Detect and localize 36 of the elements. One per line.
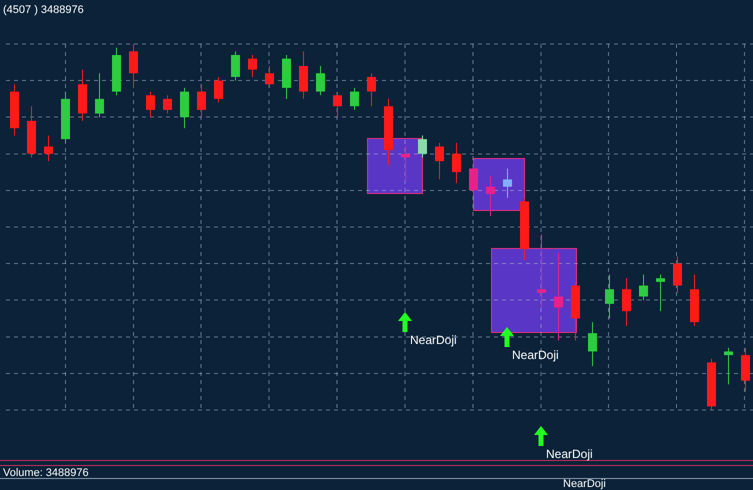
candlestick [503, 168, 512, 198]
candlestick [333, 91, 342, 118]
candlestick [639, 274, 648, 301]
candlestick [588, 322, 597, 367]
candlestick [316, 65, 325, 96]
text: NearDoji [546, 447, 593, 461]
candlestick [265, 65, 274, 88]
candlestick [418, 135, 427, 158]
candlestick [146, 91, 155, 118]
candlestick [350, 87, 359, 110]
annotation: NearDoji [410, 333, 457, 347]
chart-title: (4507 ) 3488976 [3, 4, 84, 16]
candlestick [44, 135, 53, 162]
candlestick [248, 54, 257, 78]
candlestick [435, 142, 444, 180]
candlestick [673, 256, 682, 294]
candlestick [656, 274, 665, 312]
candlestick [605, 274, 614, 319]
candlestick [95, 72, 104, 118]
candlestick [554, 252, 563, 341]
candlestick [197, 84, 206, 118]
candlestick [537, 234, 546, 308]
candlestick [401, 146, 410, 184]
candlestick [163, 94, 172, 114]
candlestick [452, 142, 461, 184]
candlestick [129, 44, 138, 88]
text: NearDoji [563, 478, 606, 490]
text: Volume: 3488976 [3, 467, 89, 479]
candlestick [486, 175, 495, 217]
annotation: NearDoji [512, 348, 559, 362]
candlestick [214, 76, 223, 104]
candlestick [367, 72, 376, 107]
candlestick [724, 347, 733, 385]
candlestick [469, 160, 478, 195]
candlestick [622, 278, 631, 326]
candlestick [231, 50, 240, 82]
